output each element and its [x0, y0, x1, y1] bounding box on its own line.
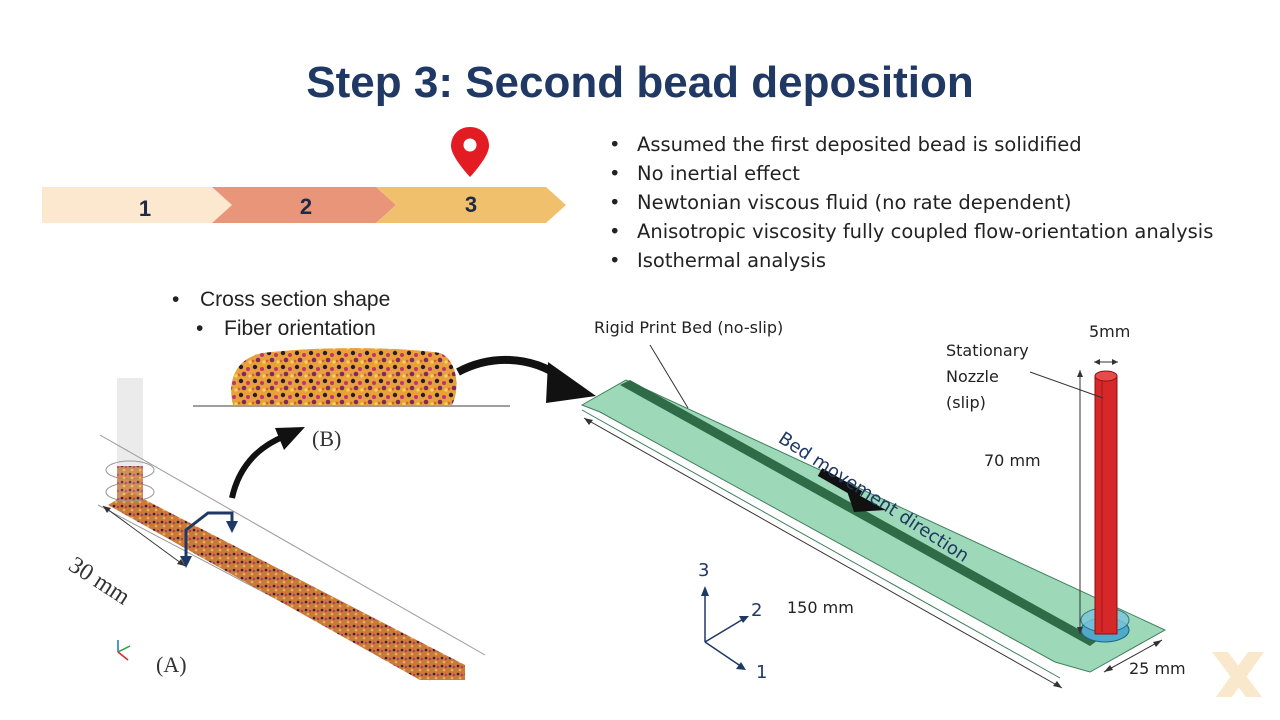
- nozzle-diameter-label: 5mm: [1089, 322, 1131, 341]
- axis-triad: [704, 590, 746, 668]
- nozzle-top: [1094, 370, 1118, 382]
- section-arrow-right: [226, 521, 238, 533]
- nozzle-label-line2: Nozzle: [946, 367, 999, 386]
- dim-arrow-w1: [1104, 665, 1113, 672]
- axis-3-label: 3: [698, 560, 710, 581]
- assumption-item: Anisotropic viscosity fully coupled flow…: [605, 217, 1213, 246]
- dim-arrow-a2: [177, 559, 185, 566]
- fiber-orientation-item: Fiber orientation: [192, 314, 390, 343]
- map-pin-icon: [451, 127, 489, 177]
- bed-front-edge: [581, 409, 1061, 679]
- step-2-label: 2: [299, 194, 313, 219]
- axis-1-label: 1: [756, 662, 768, 683]
- assumption-item: No inertial effect: [605, 159, 1213, 188]
- step-1-label: 1: [138, 196, 152, 221]
- nozzle-height-label: 70 mm: [984, 451, 1041, 470]
- cross-section-list: Cross section shape Fiber orientation: [168, 285, 390, 343]
- axis-3-arrow: [701, 586, 709, 596]
- panel-b-label: (B): [312, 426, 342, 451]
- panel-a-label: (A): [156, 652, 187, 677]
- step-2-chevron: [212, 187, 396, 223]
- step-1-chevron: [42, 187, 232, 223]
- dim-arrow-h2: [1077, 627, 1083, 634]
- bed-width-label: 25 mm: [1129, 659, 1186, 678]
- axis-2-label: 2: [751, 600, 763, 621]
- axis-1-arrow: [736, 662, 746, 670]
- bead-a: [108, 492, 465, 680]
- assumption-item: Assumed the first deposited bead is soli…: [605, 130, 1213, 159]
- assumption-item: Isothermal analysis: [605, 246, 1213, 275]
- dimension-line-a: [102, 505, 186, 567]
- nozzle-leader: [1029, 371, 1104, 399]
- dim-arrow-d1: [1094, 359, 1100, 365]
- bed-length-label: 150 mm: [787, 598, 854, 617]
- dimension-line-width: [1103, 639, 1163, 673]
- axis-triad-small: [117, 640, 131, 661]
- assumptions-list: Assumed the first deposited bead is soli…: [605, 130, 1213, 275]
- dim-arrow-d2: [1112, 359, 1118, 365]
- print-bed-groove: [620, 380, 1098, 646]
- nozzle-column-a: [117, 378, 143, 470]
- nozzle-tip-a: [105, 460, 155, 502]
- dim-arrow-h1: [1077, 370, 1083, 377]
- page-title: Step 3: Second bead deposition: [306, 58, 974, 107]
- section-arrow-left: [180, 556, 192, 568]
- dim-arrow-l2: [1053, 681, 1062, 688]
- print-bed-leader: [649, 344, 689, 409]
- axis-2-arrow: [739, 616, 749, 623]
- dim-arrow-l1: [584, 418, 593, 425]
- curved-arrow-a-to-b: [229, 433, 287, 499]
- step-3-chevron: [376, 187, 566, 223]
- curved-arrow-head-ab: [275, 427, 305, 450]
- dim-arrow-a1: [103, 506, 111, 513]
- bed-movement-arrow: [817, 468, 863, 499]
- cross-section-item: Cross section shape: [168, 285, 390, 314]
- stationary-nozzle: [1094, 375, 1118, 635]
- nozzle-label-line3: (slip): [946, 393, 986, 412]
- bed-movement-arrow-head: [846, 488, 886, 512]
- arrow-head-to-bed: [546, 362, 596, 403]
- cross-section-shape: [231, 348, 457, 405]
- logo-watermark: [1212, 652, 1264, 697]
- nozzle-label: Stationary Nozzle (slip): [946, 338, 1029, 416]
- bed-edge-top-a: [99, 434, 486, 656]
- dim-arrow-w2: [1153, 640, 1162, 647]
- assumption-item: Newtonian viscous fluid (no rate depende…: [605, 188, 1213, 217]
- step-3-label: 3: [464, 192, 478, 217]
- nozzle-label-line1: Stationary: [946, 341, 1029, 360]
- arrow-to-print-bed: [456, 355, 565, 382]
- dimension-line-length: [583, 417, 1063, 689]
- print-bed-label: Rigid Print Bed (no-slip): [594, 318, 784, 337]
- section-cut-marker: [184, 511, 234, 565]
